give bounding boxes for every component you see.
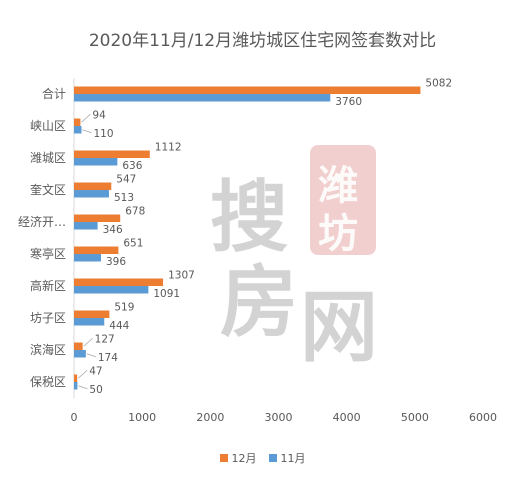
data-label: 127	[95, 333, 115, 345]
data-label: 1307	[168, 269, 195, 281]
bar-nov	[74, 126, 82, 134]
legend-label-11: 11月	[280, 452, 306, 465]
data-label: 346	[103, 224, 123, 236]
bar-dec	[74, 374, 78, 382]
bar-nov	[74, 158, 118, 166]
bar-dec	[74, 246, 119, 254]
data-label: 1112	[155, 141, 182, 153]
data-label: 94	[92, 109, 106, 121]
bar-nov	[74, 94, 331, 102]
category-label: 峡山区	[30, 119, 66, 133]
bar-dec	[74, 182, 112, 190]
category-label: 保税区	[30, 375, 66, 389]
data-label-leader	[86, 353, 96, 358]
bar-dec	[74, 86, 421, 94]
chart-title: 2020年11月/12月潍坊城区住宅网签套数对比	[88, 31, 437, 51]
bar-nov	[74, 254, 101, 262]
bar-dec	[74, 342, 83, 350]
data-label: 678	[125, 205, 145, 217]
x-tick-label: 5000	[401, 411, 429, 424]
data-label: 651	[123, 237, 143, 249]
data-label: 50	[89, 384, 102, 396]
legend-item-12: 12月	[219, 450, 257, 466]
chart-legend: 12月 11月	[0, 450, 525, 466]
x-tick-label: 1000	[128, 411, 156, 424]
data-label: 396	[106, 256, 126, 268]
data-label: 444	[109, 320, 129, 332]
data-label: 110	[93, 128, 113, 140]
legend-swatch-12	[219, 454, 228, 462]
data-label-leader	[83, 337, 93, 347]
category-label: 寒亭区	[30, 246, 66, 261]
category-label: 奎文区	[30, 182, 66, 197]
data-label-leader	[77, 369, 88, 379]
data-label: 636	[122, 160, 142, 172]
legend-item-11: 11月	[268, 450, 306, 466]
x-tick-label: 2000	[196, 411, 224, 424]
legend-swatch-11	[268, 454, 277, 462]
category-label: 坊子区	[30, 310, 66, 325]
data-label-leader	[81, 113, 91, 123]
category-label: 滨海区	[30, 342, 66, 357]
bar-nov	[74, 382, 78, 390]
bar-dec	[74, 310, 110, 318]
bar-nov	[74, 286, 149, 294]
bar-nov	[74, 350, 86, 358]
bar-nov	[74, 190, 109, 198]
data-label: 513	[114, 192, 134, 204]
x-tick-label: 6000	[469, 411, 497, 424]
data-label: 519	[114, 301, 134, 313]
x-tick-label: 4000	[333, 411, 361, 424]
data-label: 174	[98, 352, 118, 364]
bar-dec	[74, 278, 164, 286]
data-label: 1091	[153, 288, 180, 300]
data-label-leader	[78, 385, 88, 390]
bar-nov	[74, 222, 98, 230]
category-label: 合计	[42, 86, 66, 101]
data-label: 3760	[335, 96, 362, 108]
data-label: 547	[116, 173, 136, 185]
data-label-leader	[82, 129, 92, 134]
category-label: 潍城区	[30, 151, 66, 165]
bar-dec	[74, 118, 81, 126]
data-label: 47	[89, 365, 102, 377]
category-label: 经济开…	[18, 214, 66, 229]
category-label: 高新区	[30, 278, 66, 293]
x-tick-label: 3000	[265, 411, 293, 424]
x-tick-label: 0	[71, 411, 78, 424]
bar-dec	[74, 150, 150, 158]
legend-label-12: 12月	[231, 452, 257, 465]
data-label: 5082	[425, 77, 452, 89]
bar-dec	[74, 214, 121, 222]
bar-nov	[74, 318, 105, 326]
